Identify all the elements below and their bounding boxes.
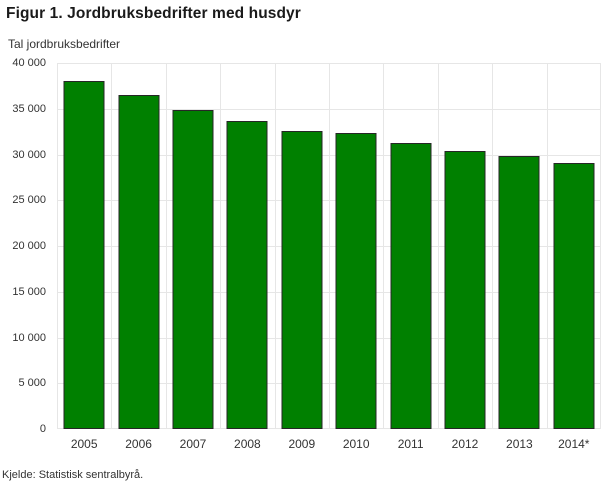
vertical-gridline <box>492 63 494 429</box>
y-tick-label: 25 000 <box>12 194 46 206</box>
bar-2013[interactable] <box>498 156 540 429</box>
source-note: Kjelde: Statistisk sentralbyrå. <box>2 469 144 481</box>
x-tick-label: 2011 <box>397 437 424 451</box>
y-tick-label: 40 000 <box>12 57 46 69</box>
bar-2006[interactable] <box>118 95 160 429</box>
bar-2007[interactable] <box>172 110 214 429</box>
y-tick-label: 5 000 <box>18 377 46 389</box>
x-tick-label: 2005 <box>70 437 98 451</box>
x-tick-label: 2014* <box>558 437 590 451</box>
y-tick-label: 30 000 <box>12 149 46 161</box>
x-axis-tick-labels: 2005 2006 2007 2008 2009 2010 2011 2012 2013 2014… <box>57 429 601 453</box>
x-tick-label: 2012 <box>451 437 479 451</box>
bar-2008[interactable] <box>226 121 268 429</box>
chart-title: Figur 1. Jordbruksbedrifter med husdyr <box>6 5 301 22</box>
bar-2010[interactable] <box>335 133 377 429</box>
y-tick-label: 15 000 <box>12 286 46 298</box>
vertical-gridline <box>437 63 439 429</box>
y-tick-label: 20 000 <box>12 240 46 252</box>
x-tick-label: 2006 <box>125 437 152 451</box>
y-axis-tick-labels: 0 5 000 10 000 15 000 20 000 25 000 30 000 35 0… <box>0 57 46 435</box>
vertical-gridline <box>165 63 167 429</box>
x-tick-label: 2007 <box>179 437 207 451</box>
vertical-gridline <box>220 63 222 429</box>
bar-2011[interactable] <box>390 143 432 429</box>
vertical-gridline <box>600 63 601 429</box>
y-tick-label: 35 000 <box>12 103 46 115</box>
x-tick-label: 2010 <box>342 437 370 451</box>
bar-2012[interactable] <box>444 151 486 429</box>
x-tick-label: 2009 <box>288 437 316 451</box>
vertical-gridline <box>546 63 548 429</box>
bar-2005[interactable] <box>63 81 105 429</box>
x-tick-label: 2008 <box>234 437 261 451</box>
plot-area <box>57 63 601 429</box>
bar-2009[interactable] <box>281 131 323 429</box>
y-axis-title: Tal jordbruksbedrifter <box>8 37 121 51</box>
y-tick-label: 10 000 <box>12 332 46 344</box>
vertical-gridline <box>57 63 58 429</box>
vertical-gridline <box>111 63 113 429</box>
x-tick-label: 2013 <box>506 437 533 451</box>
vertical-gridline <box>329 63 330 429</box>
y-tick-label: 0 <box>39 423 46 435</box>
bar-2014*[interactable] <box>553 163 595 429</box>
vertical-gridline <box>274 63 276 429</box>
vertical-gridline <box>383 63 385 429</box>
